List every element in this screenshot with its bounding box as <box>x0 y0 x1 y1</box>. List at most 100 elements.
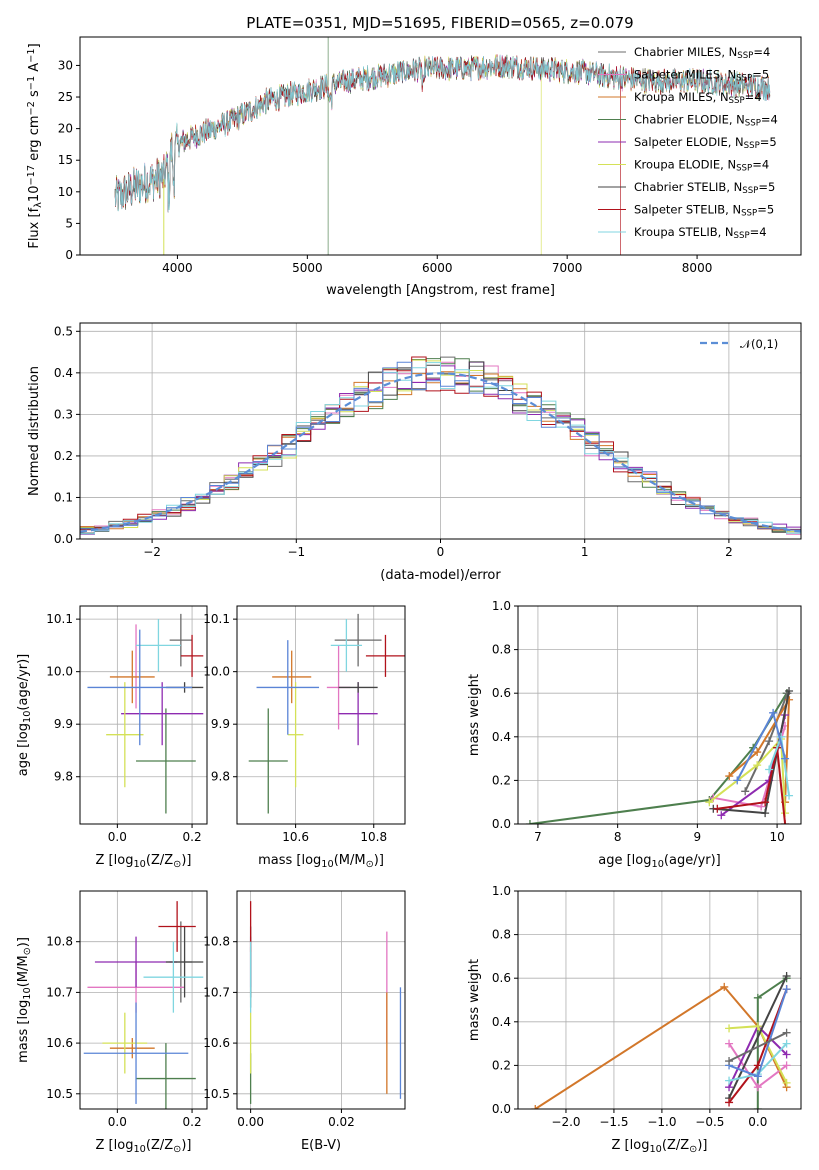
age_vs_Z-xtick-label: 0.2 <box>183 830 202 844</box>
residuals-xtick-label: 0 <box>437 545 445 559</box>
residuals-xtick-label: 1 <box>581 545 589 559</box>
mass-weight-line <box>728 695 791 803</box>
mass-weight-line <box>728 1031 788 1062</box>
mass_vs_Z-frame <box>79 890 208 1110</box>
mass_vs_Z-plot-area <box>83 901 204 1109</box>
age_vs_mass-xtick-label: 10.6 <box>282 830 309 844</box>
mass_vs_ebv-xlabel: E(B-V) <box>301 1138 341 1153</box>
residuals-plot-area <box>80 356 801 536</box>
mass_vs_Z-ytick-label: 10.8 <box>46 935 73 949</box>
age_vs_Z-xlabel: Z [log10(Z/Z⊙)] <box>96 853 192 870</box>
mw_vs_age-ylabel: mass weight <box>467 674 482 756</box>
spectrum-series-line <box>114 54 771 255</box>
residuals-xlabel: (data-model)/error <box>380 568 501 583</box>
mass-weight-marker <box>761 809 770 818</box>
mass-weight-marker <box>725 1024 734 1033</box>
spectrum-xtick-label: 8000 <box>682 261 713 275</box>
mw_vs_age-xtick-label: 7 <box>534 830 542 844</box>
spectrum-series-line <box>114 54 771 212</box>
mw_vs_Z-plot-area <box>531 972 791 1109</box>
mass_vs_ebv-ytick-label: 10.6 <box>203 1036 230 1050</box>
mass-weight-marker <box>713 804 722 813</box>
mass_vs_ebv-xtick-label: 0.00 <box>237 1115 264 1129</box>
mass-weight-marker <box>725 772 734 781</box>
mw_vs_Z-ytick-label: 0.2 <box>492 1058 511 1072</box>
mass_vs_ebv-plot-area <box>249 901 402 1104</box>
residuals-ytick-label: 0.5 <box>54 324 73 338</box>
mass_vs_ebv-xtick-label: 0.02 <box>328 1115 355 1129</box>
mw_vs_Z-ylabel: mass weight <box>467 959 482 1041</box>
mass-weight-marker <box>705 798 714 807</box>
spectrum-ylabel: Flux [fλ10−17 erg cm−2 s−1 A−1] <box>26 43 44 248</box>
mass_vs_Z-ytick-label: 10.6 <box>46 1036 73 1050</box>
mass-weight-marker <box>765 737 774 746</box>
residuals-xtick-label: −1 <box>287 545 305 559</box>
legend-entry-label: Chabrier ELODIE, NSSP=4 <box>634 113 778 129</box>
mass-weight-marker <box>753 1105 762 1109</box>
mass-weight-marker <box>725 1039 734 1048</box>
mass-weight-marker <box>753 993 762 1002</box>
mw_vs_Z-xtick-label: −2.0 <box>551 1115 580 1129</box>
mass-weight-marker <box>769 708 778 717</box>
mw_vs_age-xtick-label: 8 <box>614 830 622 844</box>
mw_vs_Z-ytick-label: 1.0 <box>492 884 511 898</box>
spectrum-ytick-label: 10 <box>58 185 73 199</box>
residuals-ytick-label: 0.1 <box>54 490 73 504</box>
residuals-xtick-label: 2 <box>725 545 733 559</box>
mass-weight-marker <box>753 1083 762 1092</box>
mass-weight-marker <box>761 798 770 807</box>
mass_vs_ebv-frame <box>236 890 406 1110</box>
mass_vs_ebv-axes: 0.00 0.02 10.5 10.6 10.7 10.8 <box>203 891 405 1129</box>
gaussian-curve <box>80 372 801 533</box>
mass-weight-marker <box>725 1076 734 1085</box>
residuals-xtick-label: −2 <box>143 545 161 559</box>
residual-histogram-step <box>80 361 801 536</box>
mass_vs_Z-ytick-label: 10.5 <box>46 1087 73 1101</box>
mw_vs_age-ytick-label: 1.0 <box>492 599 511 613</box>
residuals-ytick-label: 0.3 <box>54 407 73 421</box>
age_vs_Z-frame <box>79 605 208 825</box>
spectrum-xtick-label: 7000 <box>552 261 583 275</box>
mw_vs_Z-xtick-label: 0.0 <box>748 1115 767 1129</box>
residuals-ylabel: Normed distribution <box>27 366 42 496</box>
legend-entry-label: Chabrier MILES, NSSP=4 <box>634 45 770 61</box>
mass-weight-marker <box>782 972 791 981</box>
mass-weight-marker <box>782 1078 791 1087</box>
mass_vs_Z-xtick-label: 0.2 <box>183 1115 202 1129</box>
mw_vs_Z-ytick-label: 0.8 <box>492 928 511 942</box>
mass_vs_ebv-ytick-label: 10.8 <box>203 935 230 949</box>
age_vs_mass-ytick-label: 9.8 <box>211 770 230 784</box>
mw_vs_age-ytick-label: 0.6 <box>492 686 511 700</box>
mw_vs_Z-ytick-label: 0.0 <box>492 1102 511 1116</box>
age_vs_mass-xlabel: mass [log10(M/M⊙)] <box>258 853 384 870</box>
mw_vs_Z-frame <box>517 890 802 1110</box>
chart-title: PLATE=0351, MJD=51695, FIBERID=0565, z=0… <box>246 14 633 32</box>
residuals-ytick-label: 0.0 <box>54 532 73 546</box>
mass-weight-marker <box>525 820 534 824</box>
mass-weight-marker <box>753 748 762 757</box>
spectrum-xtick-label: 4000 <box>162 261 193 275</box>
mass-weight-line <box>534 985 788 1109</box>
legend-entry-label: Salpeter MILES, NSSP=5 <box>634 68 769 84</box>
mass-weight-marker <box>717 811 726 820</box>
mass_vs_ebv-ytick-label: 10.5 <box>203 1087 230 1101</box>
spectrum-ytick-label: 30 <box>58 58 73 72</box>
mw_vs_Z-ytick-label: 0.4 <box>492 1015 511 1029</box>
age_vs_Z-ylabel: age [log10(age/yr)] <box>16 654 33 777</box>
spectrum-ytick-label: 15 <box>58 153 73 167</box>
spectrum-ytick-label: 5 <box>65 216 73 230</box>
mass-weight-marker <box>741 787 750 796</box>
mass_vs_Z-ytick-label: 10.7 <box>46 985 73 999</box>
residuals-ytick-label: 0.4 <box>54 366 73 380</box>
age_vs_mass-frame <box>236 605 406 825</box>
mass-weight-marker <box>765 765 774 774</box>
spectrum-ytick-label: 20 <box>58 122 73 136</box>
mass-weight-marker <box>733 776 742 785</box>
spectrum-axes: 4000 5000 6000 7000 8000 0 5 10 15 20 25 30 <box>58 58 713 275</box>
mass-weight-marker <box>531 1105 540 1109</box>
mw_vs_Z-xtick-label: −0.5 <box>695 1115 724 1129</box>
legend-entry-label: Salpeter STELIB, NSSP=5 <box>634 203 774 219</box>
mw_vs_age-ytick-label: 0.8 <box>492 643 511 657</box>
age_vs_Z-axes: 0.0 0.2 9.8 9.9 10.0 10.1 <box>46 606 207 844</box>
